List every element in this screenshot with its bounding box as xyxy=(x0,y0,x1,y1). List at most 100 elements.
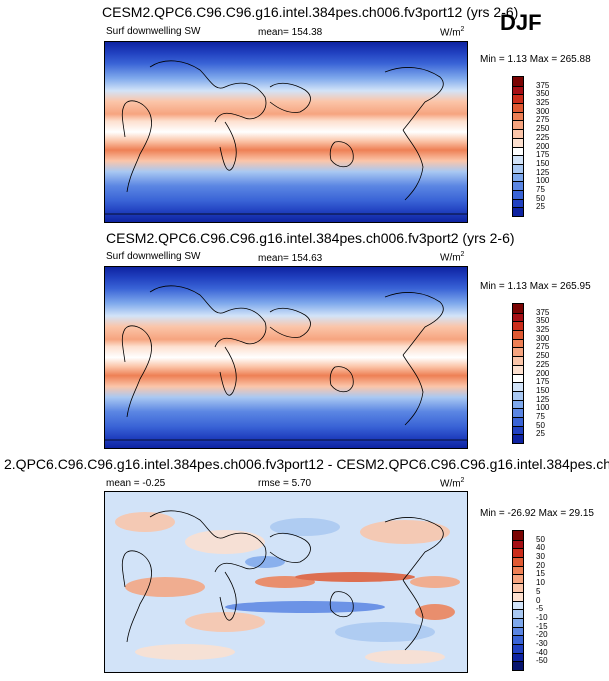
panel-1-units: W/m2 xyxy=(440,26,465,39)
colorbar-tick-label: 200 xyxy=(536,141,550,151)
panel-2-title: CESM2.QPC6.C96.C96.g16.intel.384pes.ch00… xyxy=(106,230,515,246)
panel-1-title: CESM2.QPC6.C96.C96.g16.intel.384pes.ch00… xyxy=(102,4,519,20)
colorbar-tick-label: 350 xyxy=(536,89,550,99)
colorbar-segment xyxy=(513,583,523,592)
colorbar-segment xyxy=(513,347,523,357)
panel-3-title: 2.QPC6.C96.C96.g16.intel.384pes.ch006.fv… xyxy=(4,456,609,472)
colorbar-tick-label: 125 xyxy=(536,394,550,404)
colorbar-segment xyxy=(513,330,523,339)
panel-3-map xyxy=(104,491,468,673)
colorbar-segment xyxy=(513,635,523,644)
colorbar-segment xyxy=(513,356,523,365)
colorbar-tick-label: 40 xyxy=(536,543,545,553)
colorbar-segment xyxy=(513,373,523,383)
colorbar-segment xyxy=(513,652,523,662)
colorbar-tick-label: 150 xyxy=(536,385,550,395)
colorbar-segment xyxy=(513,425,523,435)
colorbar-segment xyxy=(513,609,523,618)
colorbar-tick-label: 50 xyxy=(536,420,545,430)
colorbar-tick-label: 175 xyxy=(536,150,550,160)
colorbar-tick-label: 250 xyxy=(536,351,550,361)
panel-3-minmax: Min = -26.92 Max = 29.15 xyxy=(480,508,594,519)
colorbar-segment xyxy=(513,312,523,322)
colorbar-segment xyxy=(513,198,523,208)
colorbar-segment xyxy=(513,390,523,400)
colorbar-tick-label: 75 xyxy=(536,411,545,421)
colorbar-segment xyxy=(513,137,523,147)
colorbar-tick-label: 375 xyxy=(536,307,550,317)
colorbar-tick-label: 225 xyxy=(536,132,550,142)
colorbar-tick-label: 225 xyxy=(536,359,550,369)
colorbar-segment xyxy=(513,539,523,549)
colorbar-segment xyxy=(513,408,523,417)
colorbar-tick-label: 325 xyxy=(536,325,550,335)
colorbar-tick-label: 100 xyxy=(536,176,550,186)
colorbar-tick-label: 175 xyxy=(536,377,550,387)
colorbar-tick-label: 275 xyxy=(536,115,550,125)
colorbar-segment xyxy=(513,382,523,391)
colorbar-segment xyxy=(513,77,523,86)
panel-3-mean-label: mean = -0.25 xyxy=(106,478,166,489)
colorbar-tick-label: 300 xyxy=(536,106,550,116)
panel-3-map-field xyxy=(105,492,467,672)
colorbar-tick-label: -40 xyxy=(536,647,548,657)
colorbar-tick-label: 30 xyxy=(536,552,545,562)
colorbar-tick-label: 100 xyxy=(536,403,550,413)
colorbar-segment xyxy=(513,155,523,164)
colorbar-segment xyxy=(513,364,523,374)
colorbar-tick-label: 275 xyxy=(536,342,550,352)
colorbar-tick-label: 10 xyxy=(536,578,545,588)
colorbar-segment xyxy=(513,338,523,348)
panel-3-colorbar xyxy=(512,530,524,671)
colorbar-tick-label: 0 xyxy=(536,595,541,605)
panel-3-rmse-label: rmse = 5.70 xyxy=(258,478,312,489)
colorbar-tick-label: 75 xyxy=(536,184,545,194)
panel-1-map-field xyxy=(105,42,467,222)
colorbar-tick-label: -20 xyxy=(536,630,548,640)
colorbar-tick-label: 25 xyxy=(536,429,545,439)
colorbar-tick-label: -10 xyxy=(536,612,548,622)
colorbar-segment xyxy=(513,172,523,182)
colorbar-tick-label: 250 xyxy=(536,124,550,134)
colorbar-tick-label: 375 xyxy=(536,80,550,90)
colorbar-tick-label: -5 xyxy=(536,604,544,614)
colorbar-tick-label: -50 xyxy=(536,656,548,666)
panel-2-units: W/m2 xyxy=(440,251,465,264)
colorbar-tick-label: 350 xyxy=(536,316,550,326)
colorbar-segment xyxy=(513,111,523,121)
colorbar-segment xyxy=(513,189,523,199)
colorbar-segment xyxy=(513,207,523,216)
panel-1-map xyxy=(104,41,468,223)
colorbar-tick-label: 20 xyxy=(536,560,545,570)
colorbar-tick-label: 200 xyxy=(536,368,550,378)
panel-2-mean-label: mean= 154.63 xyxy=(258,253,323,264)
colorbar-segment xyxy=(513,163,523,173)
colorbar-tick-label: 50 xyxy=(536,534,545,544)
colorbar-tick-label: 50 xyxy=(536,193,545,203)
panel-1-minmax: Min = 1.13 Max = 265.88 xyxy=(480,54,591,65)
colorbar-segment xyxy=(513,548,523,558)
season-label: DJF xyxy=(500,10,542,35)
colorbar-tick-label: 5 xyxy=(536,586,541,596)
panel-1-colorbar xyxy=(512,76,524,217)
colorbar-segment xyxy=(513,103,523,112)
colorbar-segment xyxy=(513,531,523,540)
colorbar-segment xyxy=(513,626,523,636)
panel-3-units: W/m2 xyxy=(440,477,465,490)
panel-2-map-field xyxy=(105,267,467,448)
colorbar-segment xyxy=(513,643,523,653)
colorbar-segment xyxy=(513,321,523,331)
colorbar-segment xyxy=(513,304,523,313)
colorbar-tick-label: 325 xyxy=(536,98,550,108)
colorbar-segment xyxy=(513,617,523,627)
colorbar-tick-label: 125 xyxy=(536,167,550,177)
colorbar-segment xyxy=(513,85,523,95)
colorbar-tick-label: 300 xyxy=(536,333,550,343)
colorbar-segment xyxy=(513,416,523,426)
colorbar-segment xyxy=(513,146,523,156)
panel-2-colorbar xyxy=(512,303,524,444)
panel-2-map xyxy=(104,266,468,449)
colorbar-segment xyxy=(513,600,523,610)
colorbar-segment xyxy=(513,661,523,670)
panel-2-variable-label: Surf downwelling SW xyxy=(106,251,201,262)
